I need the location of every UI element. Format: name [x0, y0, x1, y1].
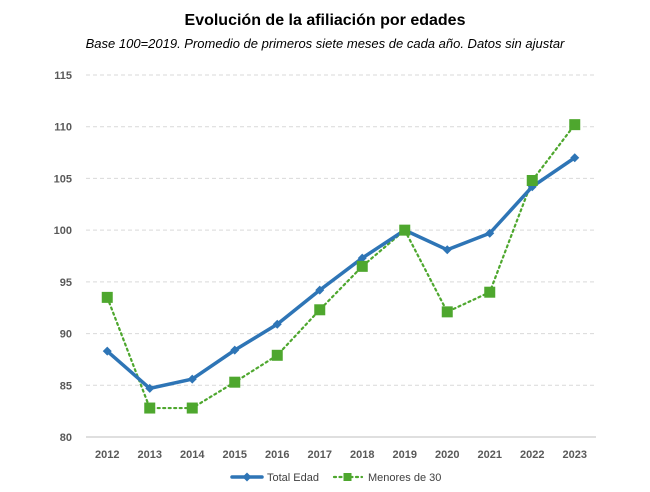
- x-tick-label: 2015: [223, 449, 247, 461]
- x-tick-label: 2019: [393, 449, 417, 461]
- y-tick-label: 85: [60, 380, 72, 392]
- x-axis: 2012 2013 2014 2015 2016 2017 2018 2019 2020 2021…: [95, 449, 587, 461]
- marker-menores-de-30: [229, 376, 241, 388]
- marker-total-edad: [485, 228, 495, 238]
- legend-marker-total-edad: [242, 472, 252, 482]
- x-tick-label: 2017: [308, 449, 332, 461]
- x-tick-label: 2018: [350, 449, 374, 461]
- marker-total-edad: [442, 245, 452, 255]
- legend-marker-menores-de-30: [343, 473, 352, 481]
- marker-menores-de-30: [441, 306, 453, 318]
- x-tick-label: 2016: [265, 449, 289, 461]
- series-line-total-edad: [105, 155, 577, 391]
- grid-lines: [86, 74, 596, 438]
- legend-label-total-edad: Total Edad: [267, 472, 319, 484]
- marker-total-edad: [315, 285, 325, 295]
- marker-menores-de-30: [356, 260, 368, 272]
- y-tick-label: 80: [60, 432, 72, 444]
- marker-menores-de-30: [314, 304, 326, 316]
- marker-menores-de-30: [144, 402, 156, 414]
- x-tick-label: 2021: [478, 449, 502, 461]
- marker-total-edad: [102, 346, 112, 356]
- x-tick-label: 2020: [435, 449, 459, 461]
- legend: Total Edad Menores de 30: [230, 472, 441, 484]
- y-tick-label: 100: [54, 225, 72, 237]
- x-tick-label: 2023: [563, 449, 587, 461]
- marker-menores-de-30: [484, 286, 496, 298]
- x-tick-label: 2014: [180, 449, 205, 461]
- marker-total-edad: [187, 374, 197, 384]
- marker-menores-de-30: [526, 174, 538, 186]
- y-tick-label: 115: [54, 70, 72, 82]
- marker-total-edad: [145, 383, 155, 393]
- x-tick-label: 2013: [138, 449, 162, 461]
- y-tick-label: 105: [54, 173, 72, 185]
- y-tick-label: 95: [60, 277, 72, 289]
- series-group: [101, 119, 581, 414]
- y-tick-label: 90: [60, 329, 72, 341]
- marker-menores-de-30: [101, 291, 113, 303]
- marker-menores-de-30: [186, 402, 198, 414]
- x-tick-label: 2022: [520, 449, 544, 461]
- marker-menores-de-30: [271, 349, 283, 361]
- marker-menores-de-30: [399, 224, 411, 236]
- legend-label-menores-de-30: Menores de 30: [368, 472, 441, 484]
- chart-subtitle: Base 100=2019. Promedio de primeros siet…: [85, 36, 565, 51]
- marker-total-edad: [570, 153, 580, 163]
- marker-total-edad: [357, 253, 367, 263]
- chart-title: Evolución de la afiliación por edades: [184, 12, 466, 29]
- y-tick-label: 110: [54, 122, 72, 134]
- series-line-menores-de-30: [106, 123, 576, 410]
- x-tick-label: 2012: [95, 449, 119, 461]
- marker-menores-de-30: [569, 119, 581, 131]
- marker-total-edad: [272, 319, 282, 329]
- marker-total-edad: [230, 345, 240, 355]
- y-axis: 80 85 90 95 100 105 110 115: [54, 70, 72, 444]
